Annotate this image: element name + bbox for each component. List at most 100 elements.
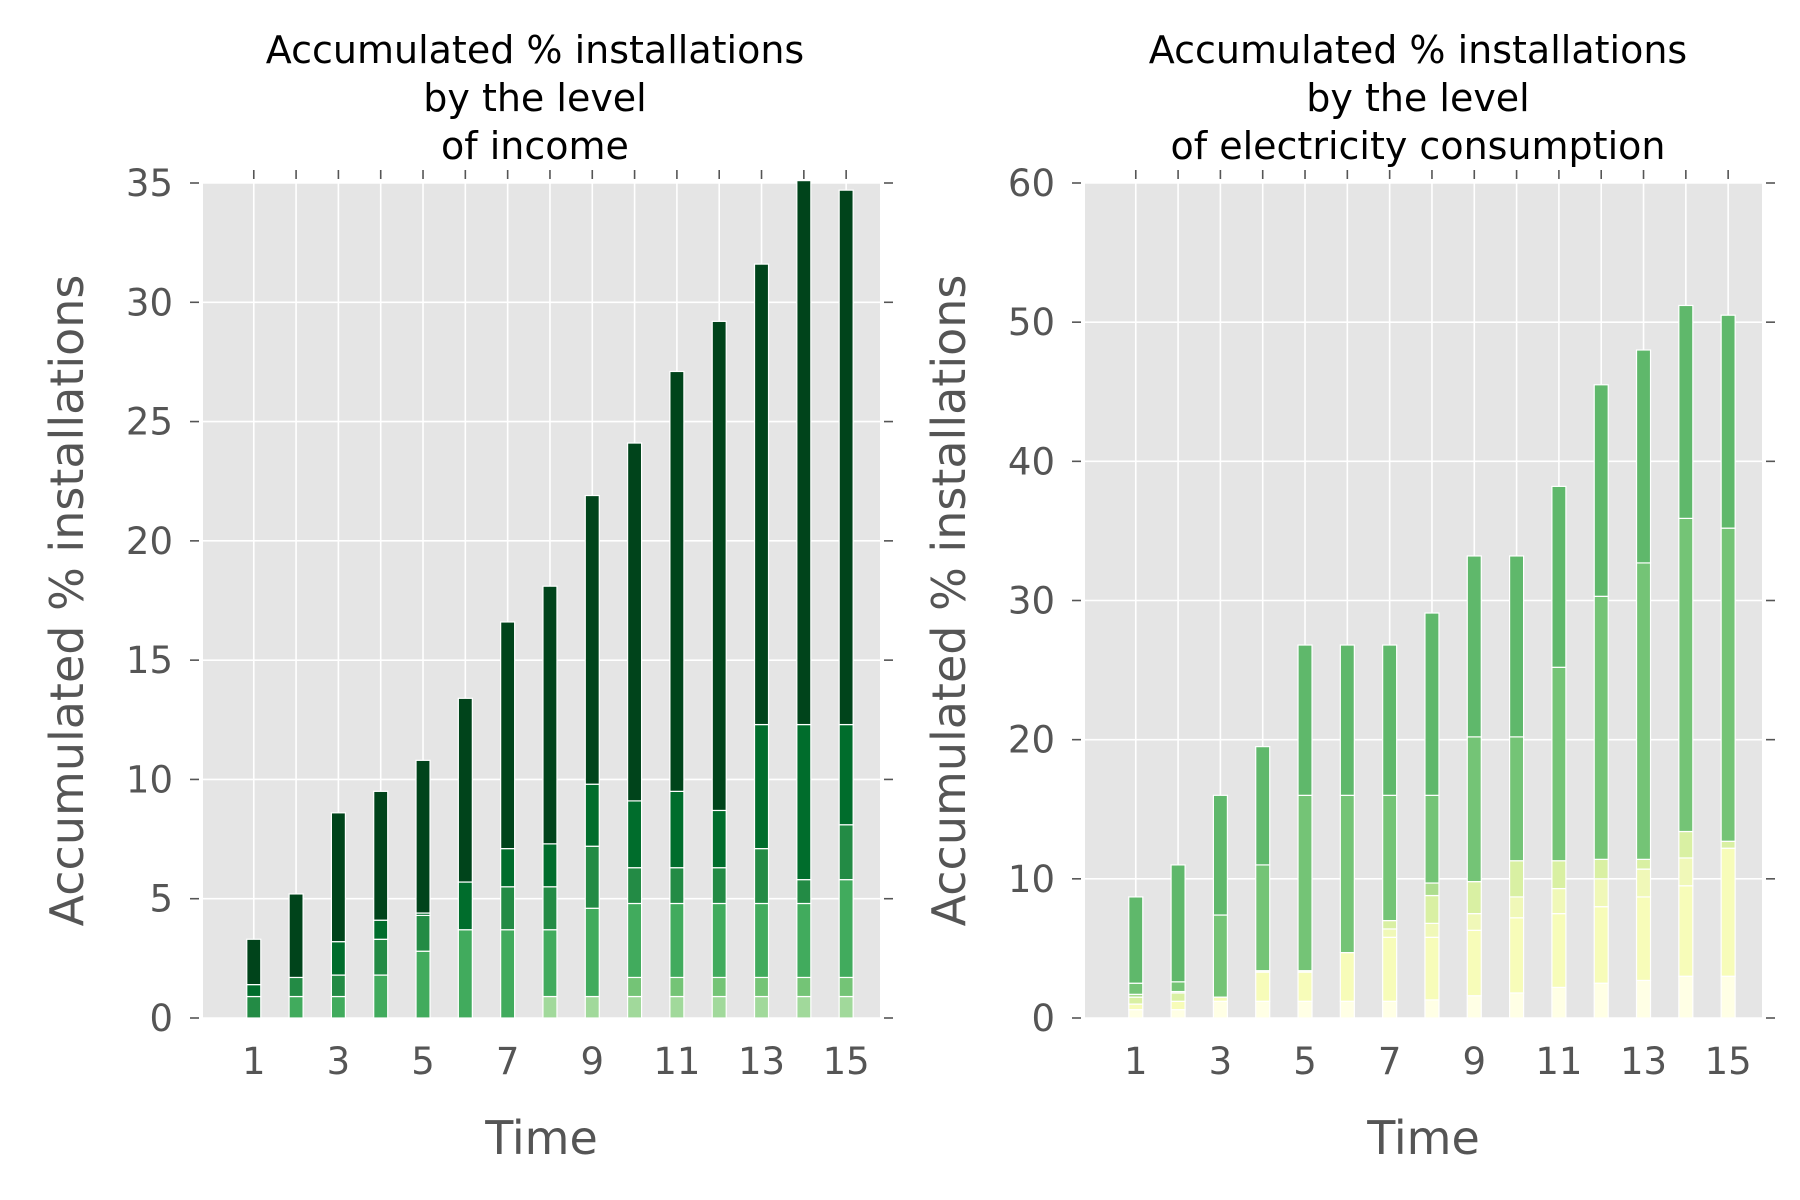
electricity-x-tick-label: 1 <box>1124 1040 1148 1083</box>
income-y-tick-label: 20 <box>126 520 173 563</box>
electricity-bar-segment <box>1255 746 1271 866</box>
income-bar-segment <box>500 621 516 850</box>
electricity-bar-segment <box>1635 896 1652 982</box>
electricity-bar-segment <box>1466 555 1482 738</box>
income-bar-segment <box>796 902 812 979</box>
income-bar-segment <box>415 914 431 952</box>
electricity-x-tick-label: 3 <box>1209 1040 1233 1083</box>
electricity-bar-segment <box>1593 906 1609 984</box>
income-bar-segment <box>711 902 727 979</box>
income-bar-segment <box>753 848 770 905</box>
income-bar-segment <box>626 995 643 1019</box>
income-y-tick-label: 10 <box>126 758 173 801</box>
income-bar-segment <box>373 919 389 940</box>
electricity-bar-segment <box>1424 894 1440 924</box>
electricity-bar-segment <box>1128 982 1144 995</box>
income-bar-segment <box>753 723 770 850</box>
income-y-tick-label: 5 <box>149 878 173 921</box>
income-bar-segment <box>669 370 685 792</box>
income-bar-segment <box>584 907 600 998</box>
electricity-bar-segment <box>1382 919 1398 930</box>
income-y-tick-label: 35 <box>126 162 173 205</box>
electricity-bar-segment <box>1170 864 1186 983</box>
income-bar-segment <box>415 759 431 914</box>
income-x-tick-label: 15 <box>823 1040 870 1083</box>
electricity-x-tick-label: 15 <box>1705 1040 1752 1083</box>
electricity-bar-segment <box>1635 858 1652 870</box>
income-bar-segment <box>500 886 516 931</box>
electricity-bar-segment <box>1424 882 1440 897</box>
electricity-x-tick-label: 13 <box>1620 1040 1667 1083</box>
electricity-bar-segment <box>1297 644 1313 796</box>
income-bar-segment <box>796 723 812 881</box>
income-bar-segment <box>542 995 558 1019</box>
income-y-tick-label: 0 <box>149 997 173 1040</box>
electricity-x-axis-label: Time <box>1366 1111 1480 1165</box>
electricity-bar-segment <box>1212 914 1229 998</box>
income-bar-segment <box>753 902 770 979</box>
electricity-bar-segment <box>1635 979 1652 1019</box>
electricity-bar-segment <box>1508 992 1525 1019</box>
electricity-bar-segment <box>1128 996 1144 1005</box>
electricity-bar-segment <box>1339 951 1355 1002</box>
income-bar-segment <box>415 950 431 1019</box>
income-bar-segment <box>838 879 854 979</box>
income-bar-segment <box>626 976 643 998</box>
income-bar-segment <box>669 867 685 905</box>
income-bar-segment <box>626 867 643 905</box>
income-x-tick-label: 1 <box>242 1040 266 1083</box>
income-bar-segment <box>330 974 346 998</box>
electricity-bar-segment <box>1466 913 1482 931</box>
electricity-bar-segment <box>1170 981 1186 993</box>
income-x-tick-label: 13 <box>738 1040 785 1083</box>
electricity-bar-segment <box>1466 736 1482 883</box>
income-bar-segment <box>669 995 685 1019</box>
electricity-y-tick-label: 40 <box>1008 440 1055 483</box>
electricity-bar-segment <box>1720 527 1736 842</box>
electricity-bar-segment <box>1424 612 1440 796</box>
electricity-y-tick-label: 20 <box>1008 719 1055 762</box>
income-bar-segment <box>711 809 727 869</box>
income-bar-segment <box>542 843 558 888</box>
income-bar-segment <box>711 976 727 998</box>
electricity-y-tick-label: 10 <box>1008 858 1055 901</box>
electricity-bar-segment <box>1508 555 1525 738</box>
income-bar-segment <box>711 995 727 1019</box>
income-bar-segment <box>542 929 558 998</box>
income-bar-segment <box>711 320 727 812</box>
electricity-bar-segment <box>1339 794 1355 954</box>
income-chart-title-line: Accumulated % installations <box>266 28 804 72</box>
electricity-bar-segment <box>1466 929 1482 997</box>
electricity-y-tick-label: 60 <box>1008 162 1055 205</box>
electricity-bar-segment <box>1382 794 1398 922</box>
income-bar-segment <box>838 995 854 1019</box>
income-bar-segment <box>669 976 685 998</box>
electricity-bar-segment <box>1678 517 1694 833</box>
electricity-y-tick-label: 30 <box>1008 580 1055 623</box>
electricity-bar-segment <box>1170 992 1186 1002</box>
income-bar-segment <box>288 893 304 979</box>
income-bar-segment <box>796 180 812 726</box>
electricity-bar-segment <box>1424 999 1440 1019</box>
income-bar-segment <box>584 494 600 785</box>
electricity-bar-segment <box>1466 881 1482 915</box>
electricity-bar-segment <box>1170 1009 1186 1019</box>
income-x-tick-label: 5 <box>411 1040 435 1083</box>
income-bar-segment <box>500 848 516 888</box>
electricity-bar-segment <box>1593 384 1609 597</box>
electricity-bar-segment <box>1678 857 1694 887</box>
income-x-axis-label: Time <box>484 1111 598 1165</box>
income-bar-segment <box>246 995 262 1019</box>
electricity-x-tick-label: 9 <box>1463 1040 1487 1083</box>
electricity-bar-segment <box>1635 349 1652 564</box>
electricity-x-tick-label: 7 <box>1378 1040 1402 1083</box>
income-bar-segment <box>330 812 346 943</box>
electricity-chart-title-line: by the level <box>1306 76 1530 120</box>
income-chart-title-line: of income <box>441 124 629 168</box>
income-chart-title-line: by the level <box>423 76 647 120</box>
income-bar-segment <box>838 824 854 881</box>
income-bar-segment <box>584 995 600 1019</box>
income-bar-segment <box>753 976 770 998</box>
income-bar-segment <box>373 974 389 1019</box>
